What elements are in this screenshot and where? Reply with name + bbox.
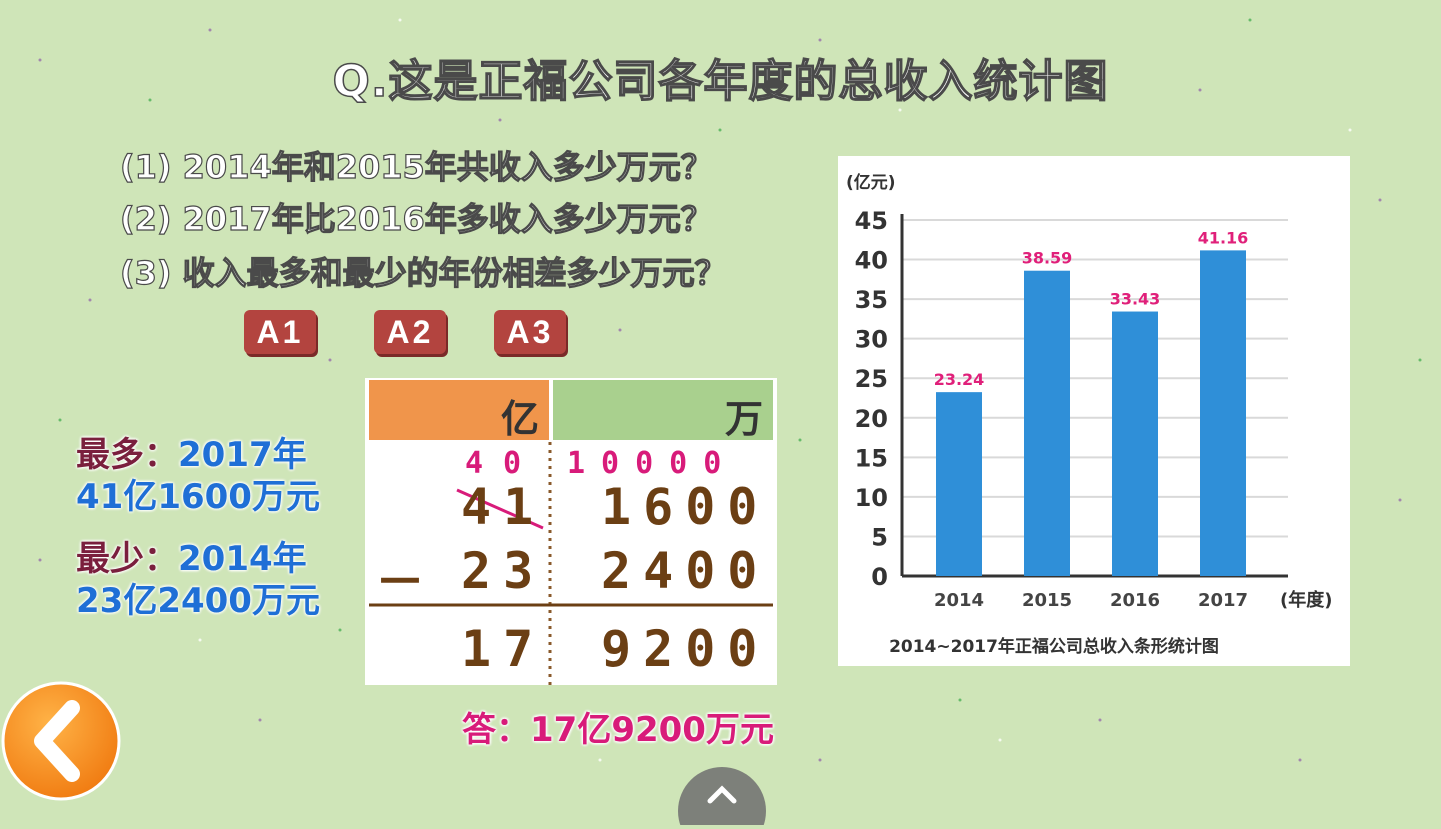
header-yi-cell: 亿 — [369, 380, 549, 441]
borrow-wan: 10000 — [567, 446, 738, 481]
answer-button-a1[interactable]: A1 — [244, 310, 316, 354]
minus-sign: － — [375, 553, 437, 611]
most-amount: 41亿1600万元 — [76, 477, 320, 517]
answer-prefix: 答： — [462, 710, 530, 750]
y-tick-label: 10 — [855, 484, 888, 512]
least-year: 2014年 — [178, 539, 307, 579]
page-title: Q.这是正福公司各年度的总收入统计图 — [332, 55, 1109, 108]
chevron-up-icon — [678, 767, 766, 829]
x-tick-label: 2017 — [1198, 590, 1248, 611]
bar — [1024, 270, 1070, 576]
subtrahend-yi: 23 — [461, 542, 546, 600]
least-income-block: 最少：2014年 23亿2400万元 — [76, 538, 320, 622]
up-button[interactable] — [676, 765, 768, 829]
question-1: (1) 2014年和2015年共收入多少万元？ — [119, 147, 713, 186]
result-wan: 9200 — [601, 620, 770, 678]
y-tick-label: 15 — [855, 444, 888, 472]
x-tick-label: 2016 — [1110, 590, 1160, 611]
minuend-wan: 1600 — [601, 478, 770, 536]
x-axis-label: (年度) — [1280, 589, 1332, 611]
question-2: (2) 2017年比2016年多收入多少万元？ — [119, 199, 713, 238]
answer-value: 17亿9200万元 — [530, 710, 774, 750]
answer-button-a2[interactable]: A2 — [374, 310, 446, 354]
back-button[interactable] — [0, 680, 122, 802]
y-tick-label: 40 — [855, 247, 888, 275]
subtrahend-wan: 2400 — [601, 542, 770, 600]
minuend-yi: 41 — [461, 478, 546, 536]
answer-button-a3[interactable]: A3 — [494, 310, 566, 354]
y-tick-label: 45 — [855, 207, 888, 235]
header-yi: 亿 — [500, 397, 539, 441]
y-tick-label: 20 — [855, 405, 888, 433]
y-tick-label: 0 — [871, 563, 888, 591]
chevron-left-icon — [1, 681, 121, 801]
bar — [936, 392, 982, 576]
bar-value-label: 38.59 — [1022, 249, 1073, 268]
most-label: 最多： — [76, 435, 178, 475]
header-wan: 万 — [724, 397, 763, 441]
bar-value-label: 23.24 — [934, 370, 985, 389]
result-yi: 17 — [461, 620, 546, 678]
x-tick-label: 2015 — [1022, 590, 1072, 611]
y-tick-label: 5 — [871, 523, 888, 551]
y-axis-label: (亿元) — [846, 172, 896, 193]
bar-chart-panel: 0 5 10 15 20 25 30 35 40 45 (亿元) (年度) 23.24 2014 38.59… — [838, 156, 1350, 666]
chart-title: 2014~2017年正福公司总收入条形统计图 — [889, 636, 1219, 657]
bar — [1200, 250, 1246, 576]
y-tick-label: 30 — [855, 326, 888, 354]
header-wan-cell: 万 — [553, 380, 773, 441]
least-amount: 23亿2400万元 — [76, 581, 320, 621]
bar — [1112, 311, 1158, 576]
x-tick-label: 2014 — [934, 590, 984, 611]
worksheet-lines — [369, 442, 773, 685]
subtraction-worksheet: 亿 万 40 10000 41 1600 － 23 2400 17 9200 — [365, 378, 777, 685]
least-label: 最少： — [76, 539, 178, 579]
bar-value-label: 41.16 — [1198, 228, 1249, 247]
most-income-block: 最多：2017年 41亿1600万元 — [76, 434, 320, 518]
y-tick-label: 35 — [855, 286, 888, 314]
bar-chart: 0 5 10 15 20 25 30 35 40 45 (亿元) (年度) 23.24 2014 38.59… — [846, 172, 1332, 657]
y-tick-label: 25 — [855, 365, 888, 393]
borrow-yi: 40 — [465, 446, 542, 481]
most-year: 2017年 — [178, 435, 307, 475]
bar-value-label: 33.43 — [1110, 290, 1161, 309]
answer-line: 答：17亿9200万元 — [462, 702, 774, 751]
question-3: (3) 收入最多和最少的年份相差多少万元？ — [119, 253, 727, 292]
